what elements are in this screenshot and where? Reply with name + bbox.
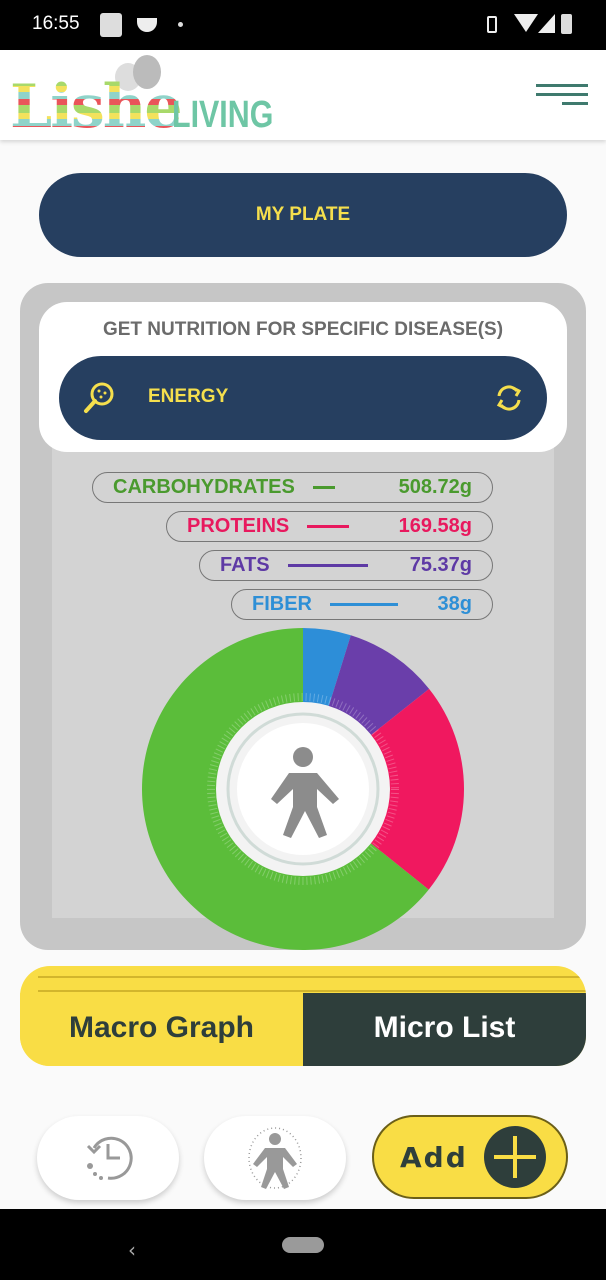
macro-name: CARBOHYDRATES xyxy=(113,476,295,498)
logo: Lishe xyxy=(10,72,183,142)
macro-name: FATS xyxy=(220,554,270,576)
macro-pill-carbohydrates: CARBOHYDRATES 508.72g xyxy=(92,472,493,503)
magnifier-icon xyxy=(84,382,114,413)
tab-macro-graph[interactable]: Macro Graph xyxy=(20,993,303,1066)
legend-line xyxy=(330,603,398,606)
body-icon xyxy=(248,1127,302,1189)
add-button[interactable]: Add xyxy=(372,1115,568,1199)
donut-slice-carbohydrates xyxy=(141,628,429,950)
tab-micro-list[interactable]: Micro List xyxy=(303,993,586,1066)
body-profile-button[interactable] xyxy=(204,1116,346,1200)
reddit-icon xyxy=(137,18,157,32)
vibrate-icon xyxy=(487,16,497,33)
tab-label: Macro Graph xyxy=(68,1011,255,1044)
disease-selector-card: GET NUTRITION FOR SPECIFIC DISEASE(S) EN… xyxy=(39,302,567,452)
battery-icon xyxy=(561,14,572,34)
body-icon xyxy=(271,747,339,838)
macro-value: 508.72g xyxy=(398,476,472,498)
status-bar: 16:55 xyxy=(0,0,606,50)
legend-line xyxy=(287,564,368,567)
system-nav-bar: ‹ xyxy=(0,1209,606,1280)
my-plate-button[interactable]: MY PLATE xyxy=(39,173,567,257)
history-button[interactable] xyxy=(37,1116,179,1200)
hamburger-icon[interactable] xyxy=(532,84,588,108)
bible-app-icon xyxy=(100,13,122,37)
macro-name: FIBER xyxy=(252,593,312,615)
status-time: 16:55 xyxy=(32,13,80,34)
logo-tree-icon xyxy=(115,55,163,97)
tab-label: Micro List xyxy=(373,1011,516,1044)
plus-icon xyxy=(484,1126,546,1188)
macro-value: 75.37g xyxy=(409,554,472,576)
selected-disease: ENERGY xyxy=(148,386,229,407)
macro-name: PROTEINS xyxy=(187,515,290,537)
add-label: Add xyxy=(400,1141,468,1174)
history-icon xyxy=(86,1136,133,1180)
macro-pill-proteins: PROTEINS 169.58g xyxy=(166,511,493,542)
macro-value: 169.58g xyxy=(398,515,472,537)
app-header: Lishe LIVING xyxy=(0,50,606,142)
disease-dropdown[interactable]: ENERGY xyxy=(59,356,547,440)
view-tabs: Micro List Macro Graph xyxy=(20,966,586,1066)
logo-subtitle: LIVING xyxy=(172,94,274,136)
wifi-icon xyxy=(514,14,538,32)
legend-line xyxy=(307,525,350,528)
home-button[interactable] xyxy=(282,1237,324,1253)
notification-dot-icon xyxy=(178,22,183,27)
macro-value: 38g xyxy=(437,593,472,615)
macro-pill-fiber: FIBER 38g xyxy=(231,589,493,620)
macro-donut-chart xyxy=(141,628,464,950)
back-icon[interactable]: ‹ xyxy=(128,1238,136,1262)
donut-slice-proteins xyxy=(349,688,464,890)
refresh-icon[interactable] xyxy=(495,384,523,412)
disease-title: GET NUTRITION FOR SPECIFIC DISEASE(S) xyxy=(102,319,504,340)
legend-line xyxy=(312,486,335,489)
signal-icon xyxy=(538,14,555,33)
macro-pill-fats: FATS 75.37g xyxy=(199,550,493,581)
